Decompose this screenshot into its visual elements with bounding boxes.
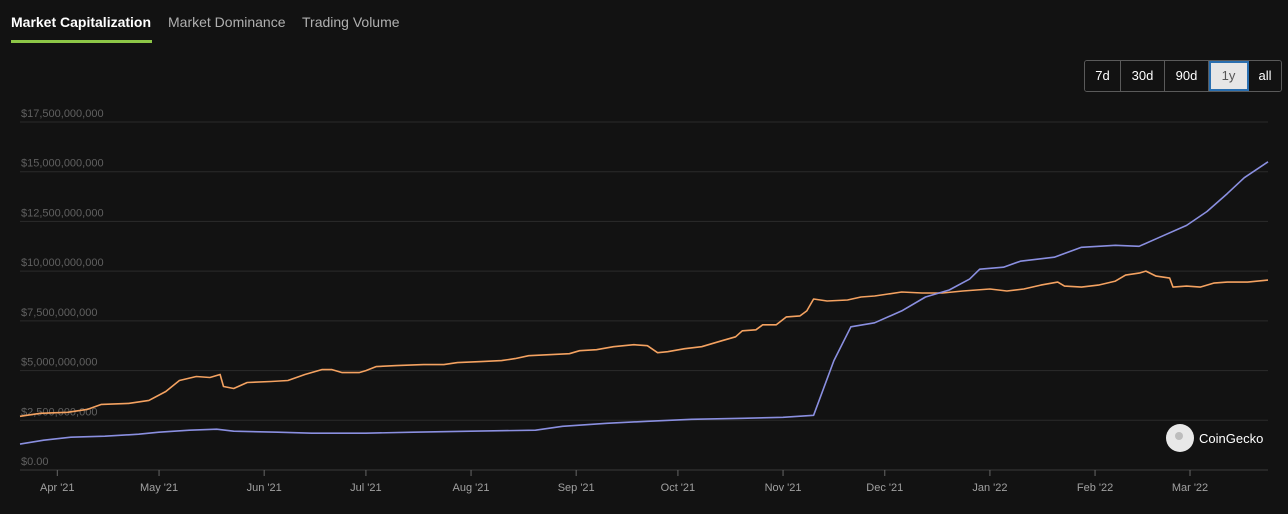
- series-lines: [19, 161, 1269, 445]
- x-tick-label: May '21: [140, 482, 178, 494]
- coingecko-logo-icon: [1166, 424, 1194, 452]
- tab-trading-volume[interactable]: Trading Volume: [302, 14, 400, 30]
- range-30d-button[interactable]: 30d: [1121, 61, 1165, 91]
- x-tick-label: Sep '21: [558, 482, 595, 494]
- x-tick-label: Jan '22: [972, 482, 1007, 494]
- x-tick-label: Feb '22: [1077, 482, 1113, 494]
- range-1y-button[interactable]: 1y: [1209, 61, 1249, 91]
- x-tick-label: Dec '21: [866, 482, 903, 494]
- y-tick-label: $0.00: [21, 456, 49, 468]
- tab-market-capitalization[interactable]: Market Capitalization: [11, 14, 152, 30]
- y-tick-label: $5,000,000,000: [21, 357, 97, 369]
- y-tick-label: $10,000,000,000: [21, 257, 104, 269]
- grid-lines: [20, 121, 1268, 471]
- x-tick-label: Mar '22: [1172, 482, 1208, 494]
- y-tick-label: $15,000,000,000: [21, 158, 104, 170]
- x-tick-label: Jun '21: [247, 482, 282, 494]
- series-line-1: [19, 270, 1269, 418]
- range-7d-button[interactable]: 7d: [1085, 61, 1121, 91]
- y-tick-label: $17,500,000,000: [21, 108, 104, 120]
- active-tab-indicator: [11, 40, 152, 43]
- x-axis-ticks: Apr '21 May '21 Jun '21 Jul '21 Aug '21 Sep '…: [40, 470, 1208, 494]
- x-tick-label: Jul '21: [350, 482, 381, 494]
- chart-tabs: Market Capitalization Market Dominance T…: [0, 0, 600, 44]
- x-tick-label: Aug '21: [453, 482, 490, 494]
- y-tick-label: $12,500,000,000: [21, 207, 104, 219]
- range-90d-button[interactable]: 90d: [1165, 61, 1209, 91]
- x-tick-label: Apr '21: [40, 482, 75, 494]
- x-tick-label: Oct '21: [661, 482, 696, 494]
- time-range-selector: 7d 30d 90d 1y all: [1084, 60, 1282, 92]
- series-line-2: [19, 161, 1269, 445]
- credit-text: CoinGecko: [1199, 430, 1264, 446]
- x-tick-label: Nov '21: [765, 482, 802, 494]
- range-all-button[interactable]: all: [1249, 61, 1281, 91]
- tab-market-dominance[interactable]: Market Dominance: [168, 14, 286, 30]
- credit: CoinGecko: [1166, 424, 1263, 452]
- y-tick-label: $7,500,000,000: [21, 307, 97, 319]
